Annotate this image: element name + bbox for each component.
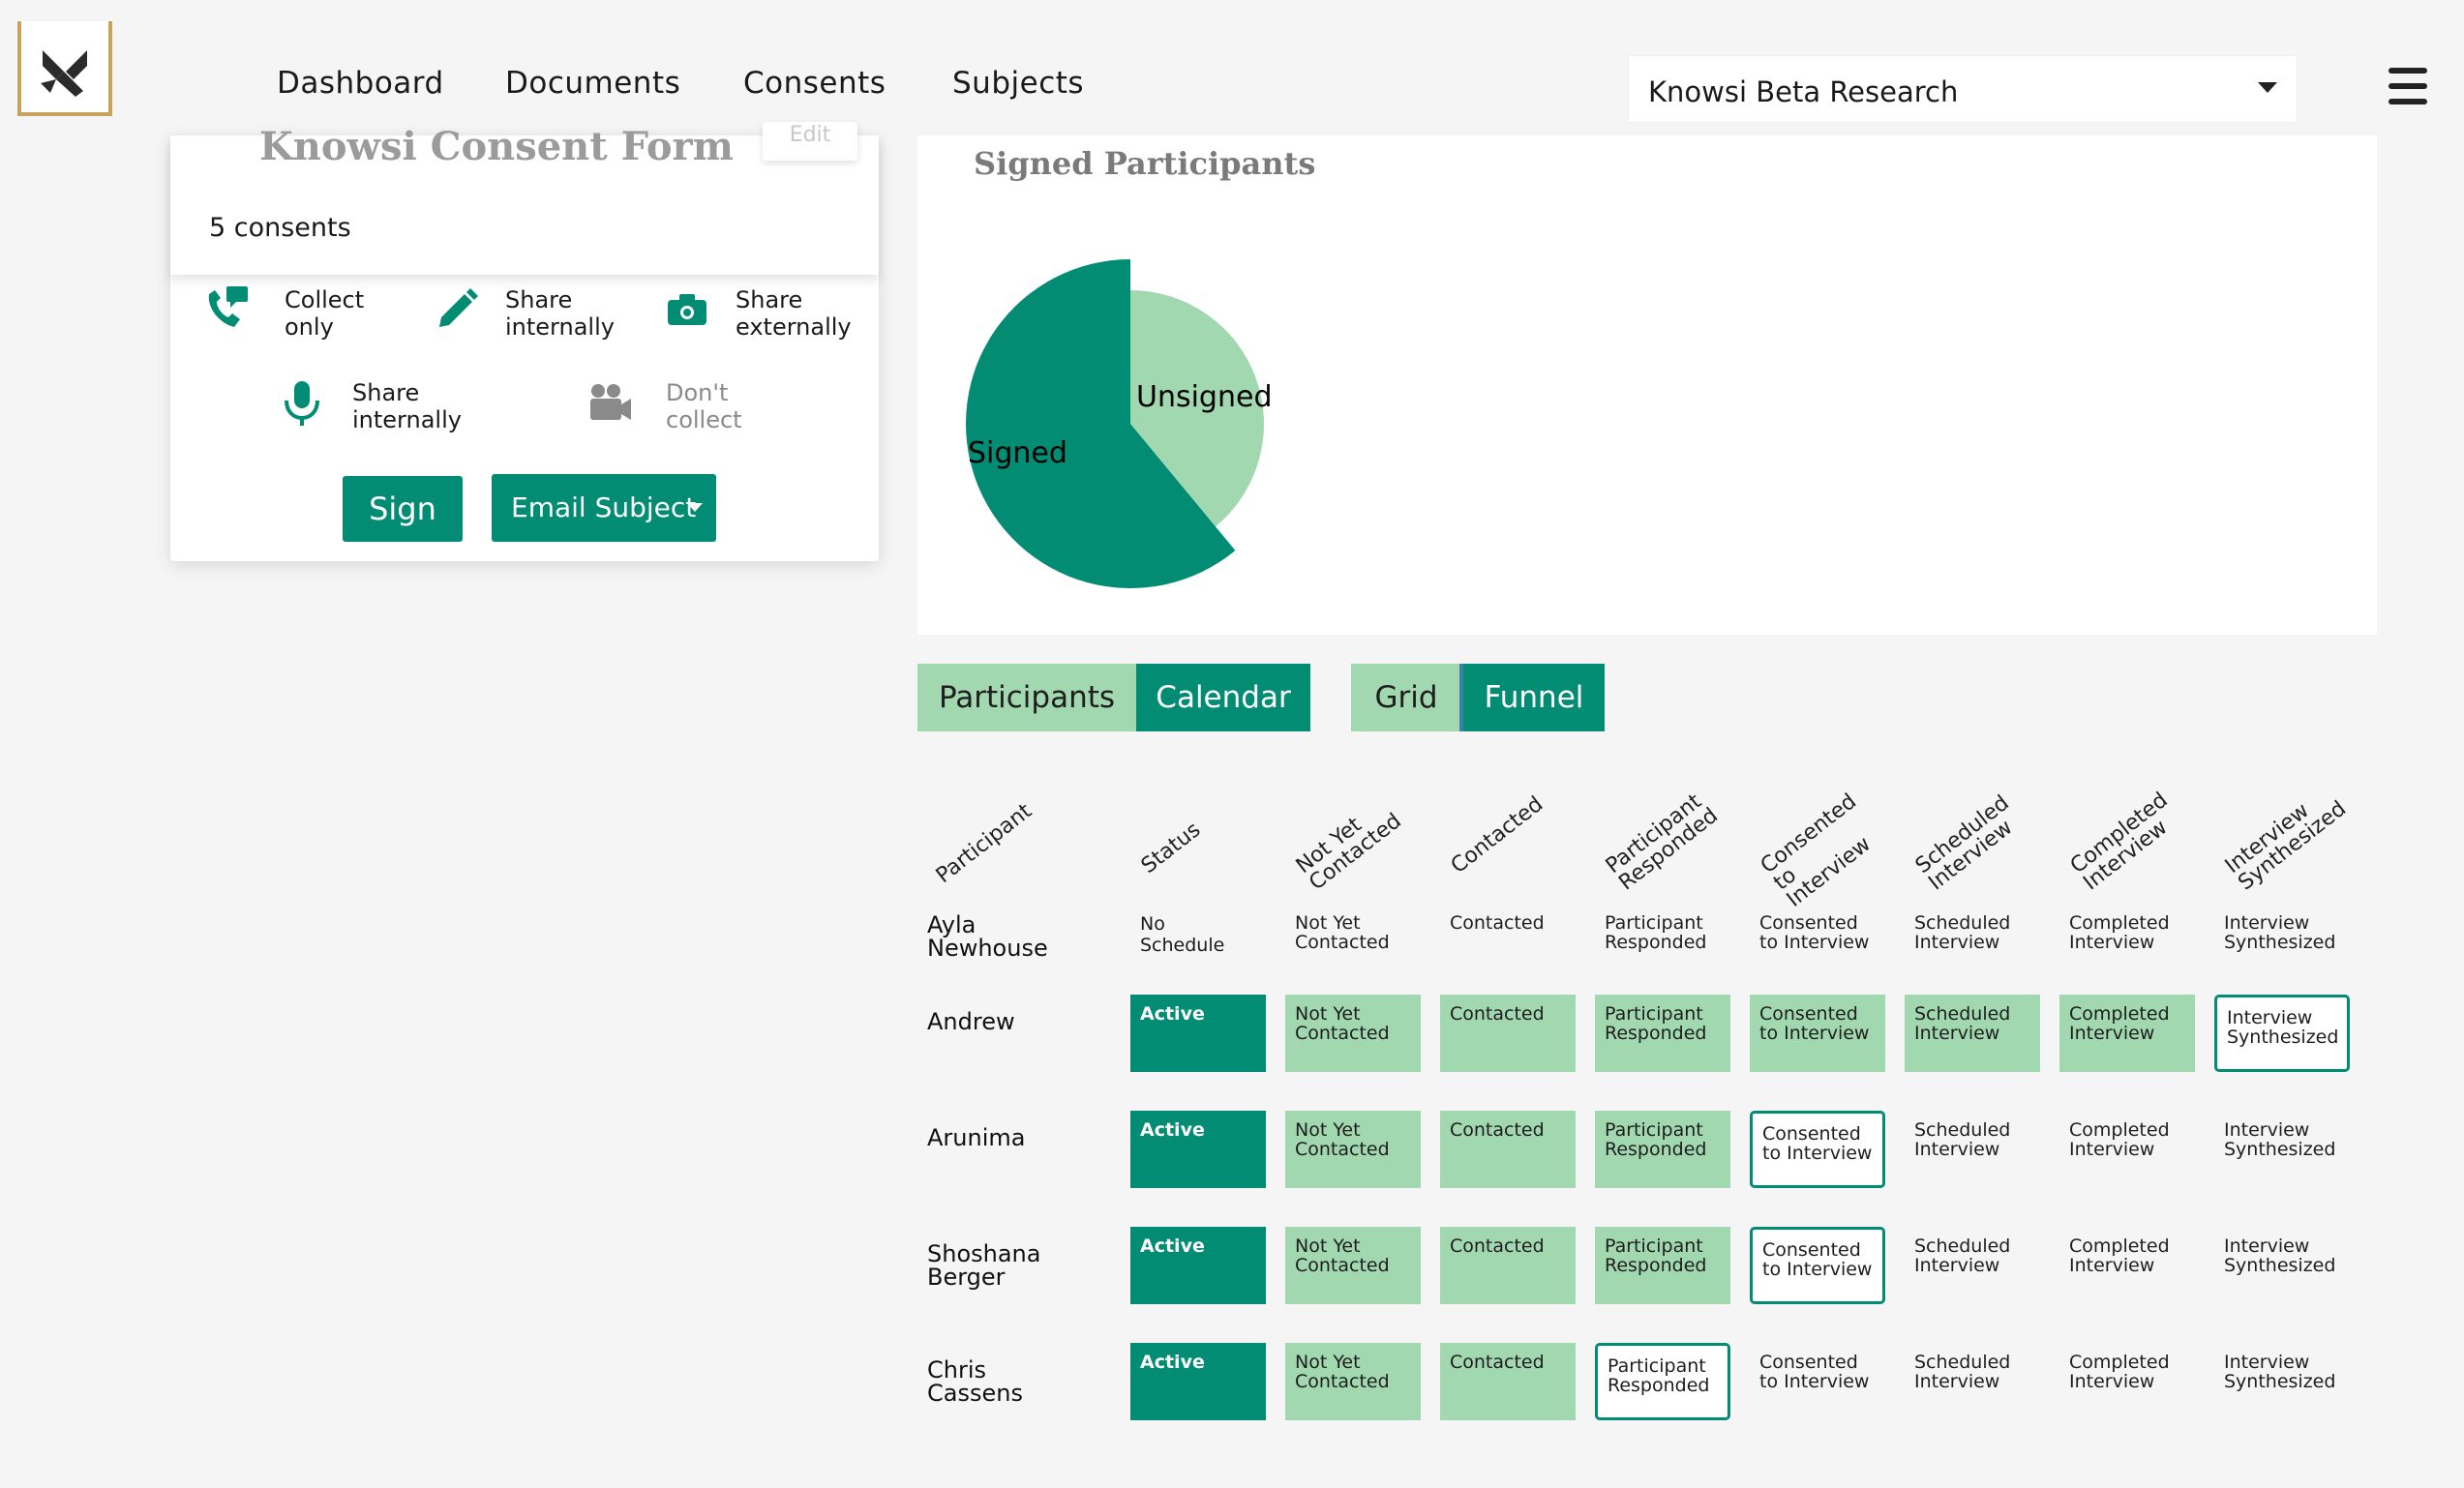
pie-label-unsigned: Unsigned: [1136, 380, 1273, 414]
status-badge[interactable]: Active: [1130, 1227, 1266, 1304]
phone-message-icon: [205, 286, 250, 333]
stage-cell[interactable]: Completed Interview: [2059, 995, 2195, 1072]
column-header: Contacted: [1446, 791, 1548, 879]
status-badge[interactable]: Active: [1130, 1343, 1266, 1420]
consent-count: 5 consents: [209, 213, 351, 243]
column-header: Completed Interview: [2065, 788, 2173, 896]
sign-button[interactable]: Sign: [343, 476, 463, 542]
stage-cell[interactable]: Not Yet Contacted: [1285, 1343, 1421, 1420]
stage-cell[interactable]: Interview Synthesized: [2224, 1119, 2336, 1160]
stage-cell[interactable]: Consented to Interview: [1759, 1352, 1870, 1392]
nav-documents[interactable]: Documents: [505, 66, 681, 101]
participant-name[interactable]: Arunima: [927, 1124, 1026, 1151]
signed-participants-pie: Signed Unsigned: [966, 259, 1273, 588]
caret-down-icon: [2258, 82, 2277, 93]
stage-cell[interactable]: Consented to Interview: [1750, 1227, 1885, 1304]
permission-label: Share internally: [505, 286, 615, 341]
stage-cell[interactable]: Contacted: [1440, 1343, 1576, 1420]
microphone-icon: [281, 379, 323, 432]
stage-cell[interactable]: Contacted: [1440, 1111, 1576, 1188]
permission-label: Share externally: [736, 286, 852, 341]
permission-label: Don't collect: [666, 379, 742, 433]
knowsi-logo[interactable]: [17, 21, 112, 116]
menu-icon-bar: [2389, 83, 2427, 89]
stage-cell[interactable]: Participant Responded: [1595, 995, 1730, 1072]
tab-calendar[interactable]: Calendar: [1136, 664, 1310, 731]
stage-cell: Interview Synthesized: [2224, 912, 2336, 953]
camera-icon: [666, 292, 708, 329]
stage-cell[interactable]: Scheduled Interview: [1914, 1119, 2011, 1160]
stage-cell[interactable]: Participant Responded: [1595, 1111, 1730, 1188]
status-badge[interactable]: Active: [1130, 995, 1266, 1072]
permission-label: Collect only: [285, 286, 365, 341]
stage-cell[interactable]: Contacted: [1440, 1227, 1576, 1304]
stage-cell: Completed Interview: [2069, 912, 2170, 953]
participant-name[interactable]: Chris Cassens: [927, 1356, 1023, 1407]
stage-cell[interactable]: Interview Synthesized: [2224, 1352, 2336, 1392]
pie-slice-unsigned[interactable]: [1130, 290, 1264, 527]
stage-cell[interactable]: Contacted: [1440, 995, 1576, 1072]
stage-cell[interactable]: Participant Responded: [1595, 1343, 1730, 1420]
consent-form-title: Knowsi Consent Form: [259, 124, 734, 169]
column-header: Status: [1136, 818, 1206, 879]
stage-cell[interactable]: Consented to Interview: [1750, 1111, 1885, 1188]
video-camera-icon: [588, 383, 631, 426]
chart-title: Signed Participants: [974, 145, 1316, 182]
stage-cell[interactable]: Completed Interview: [2069, 1235, 2170, 1276]
menu-icon: [2389, 68, 2427, 74]
stage-cell[interactable]: Scheduled Interview: [1914, 1352, 2011, 1392]
status-badge: No Schedule: [1140, 913, 1225, 956]
hamburger-menu-button[interactable]: [2385, 64, 2431, 112]
column-header: Participant: [931, 798, 1037, 889]
permission-label: Share internally: [352, 379, 462, 433]
status-badge[interactable]: Active: [1130, 1111, 1266, 1188]
stage-cell: Scheduled Interview: [1914, 912, 2011, 953]
participant-name[interactable]: Ayla Newhouse: [927, 911, 1048, 962]
stage-cell[interactable]: Interview Synthesized: [2214, 995, 2350, 1072]
column-header: Consented to Interview: [1756, 789, 1876, 912]
stage-cell: Contacted: [1450, 912, 1545, 934]
column-header: Participant Responded: [1601, 789, 1723, 896]
menu-icon-bar: [2389, 99, 2427, 104]
nav-consents[interactable]: Consents: [743, 66, 886, 101]
participant-name[interactable]: Shoshana Berger: [927, 1240, 1041, 1291]
toggle-divider: [1459, 664, 1463, 731]
stage-cell[interactable]: Scheduled Interview: [1914, 1235, 2011, 1276]
stage-cell[interactable]: Participant Responded: [1595, 1227, 1730, 1304]
stage-cell: Consented to Interview: [1759, 912, 1870, 953]
column-header: Interview Synthesized: [2220, 796, 2352, 896]
study-select-value: Knowsi Beta Research: [1648, 75, 1959, 108]
edit-button[interactable]: Edit: [763, 122, 857, 161]
tab-participants[interactable]: Participants: [917, 664, 1136, 731]
column-header: Scheduled Interview: [1910, 790, 2018, 896]
stage-cell: Participant Responded: [1605, 912, 1707, 953]
stage-cell[interactable]: Scheduled Interview: [1905, 995, 2040, 1072]
stage-cell[interactable]: Interview Synthesized: [2224, 1235, 2336, 1276]
nav-subjects[interactable]: Subjects: [952, 66, 1085, 101]
stage-cell[interactable]: Completed Interview: [2069, 1352, 2170, 1392]
stage-cell: Not Yet Contacted: [1295, 912, 1390, 953]
study-select[interactable]: Knowsi Beta Research: [1628, 55, 2298, 123]
pie-label-signed: Signed: [968, 436, 1067, 470]
stage-cell[interactable]: Completed Interview: [2069, 1119, 2170, 1160]
tab-funnel[interactable]: Funnel: [1463, 664, 1605, 731]
stage-cell[interactable]: Not Yet Contacted: [1285, 1227, 1421, 1304]
nav-dashboard[interactable]: Dashboard: [277, 66, 444, 101]
pie-slice-signed[interactable]: [966, 259, 1236, 588]
email-subject-label: Email Subject: [511, 491, 697, 523]
participant-name[interactable]: Andrew: [927, 1008, 1015, 1035]
stage-cell[interactable]: Consented to Interview: [1750, 995, 1885, 1072]
email-subject-button[interactable]: Email Subject: [492, 474, 716, 542]
consent-card-header: [170, 135, 879, 275]
stage-cell[interactable]: Not Yet Contacted: [1285, 995, 1421, 1072]
caret-down-icon: [687, 503, 703, 512]
stage-cell[interactable]: Not Yet Contacted: [1285, 1111, 1421, 1188]
column-header: Not Yet Contacted: [1291, 809, 1406, 896]
pencil-icon: [436, 286, 478, 333]
tab-grid[interactable]: Grid: [1351, 664, 1461, 731]
